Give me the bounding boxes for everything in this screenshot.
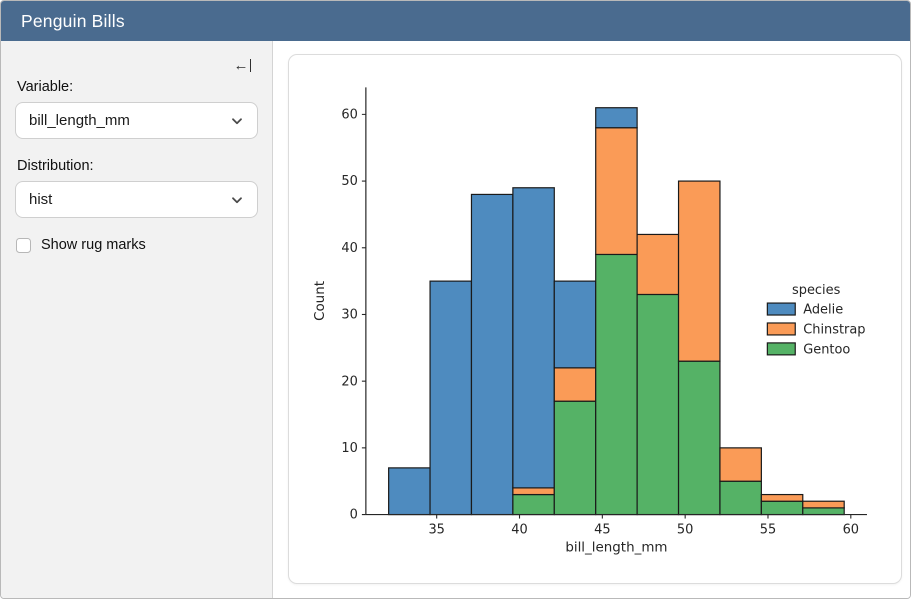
sidebar: ← Variable: bill_length_mm Distribution:… [1, 41, 273, 598]
variable-select[interactable]: bill_length_mm [15, 102, 258, 139]
bar-segment-chinstrap-bin-4 [553, 367, 597, 402]
bar-segment-chinstrap-bin-8 [719, 447, 762, 482]
distribution-select[interactable]: hist [15, 181, 258, 218]
y-tick-label: 10 [341, 441, 357, 456]
bar-segment-gentoo-bin-4 [553, 400, 597, 516]
legend-swatch-adelie [766, 302, 796, 316]
bar-segment-adelie-bin-4 [553, 280, 597, 369]
histogram-chart: 0 10 20 30 40 50 60 35 40 45 50 55 60 bill_length_mm C… [313, 87, 867, 555]
bar-segment-chinstrap-bin-9 [760, 493, 804, 502]
x-tick-label: 50 [677, 522, 693, 537]
bar-segment-adelie-bin-5 [595, 107, 638, 129]
rug-checkbox-label: Show rug marks [41, 237, 146, 253]
sidebar-collapse-button[interactable]: ← [233, 53, 253, 77]
legend-label-adelie: Adelie [803, 303, 843, 318]
bar-segment-adelie-bin-3 [512, 187, 555, 489]
y-tick-label: 50 [341, 174, 357, 189]
bar-segment-chinstrap-bin-7 [677, 180, 721, 362]
x-axis-label: bill_length_mm [565, 540, 667, 555]
y-tick-label: 0 [350, 508, 358, 523]
x-tick-label: 55 [760, 522, 776, 537]
chevron-down-icon [229, 113, 245, 129]
bar-segment-chinstrap-bin-6 [636, 233, 680, 296]
legend-swatch-chinstrap [766, 322, 796, 336]
x-tick-label: 45 [594, 522, 610, 537]
bar-segment-adelie-bin-0 [388, 467, 431, 516]
bar-segment-gentoo-bin-5 [595, 253, 638, 516]
collapse-arrow-icon: ← [233, 56, 249, 74]
bar-segment-gentoo-bin-10 [802, 507, 845, 516]
x-tick-label: 40 [511, 522, 527, 537]
distribution-label: Distribution: [17, 158, 94, 174]
y-tick-label: 30 [341, 308, 357, 323]
bar-segment-gentoo-bin-3 [512, 493, 555, 516]
main-panel: 0 10 20 30 40 50 60 35 40 45 50 55 60 bill_length_mm C… [273, 41, 910, 598]
header-bar: Penguin Bills [1, 1, 910, 41]
bar-segment-chinstrap-bin-3 [512, 487, 555, 496]
x-tick-label: 35 [428, 522, 444, 537]
bar-segment-chinstrap-bin-10 [802, 500, 845, 509]
legend-label-chinstrap: Chinstrap [803, 322, 865, 337]
variable-select-value: bill_length_mm [29, 112, 130, 129]
bar-segment-gentoo-bin-7 [677, 360, 721, 516]
bar-segment-gentoo-bin-8 [719, 480, 762, 516]
legend-label-gentoo: Gentoo [803, 342, 850, 357]
page-title: Penguin Bills [21, 10, 125, 31]
rug-checkbox[interactable] [16, 237, 31, 253]
distribution-select-value: hist [29, 191, 53, 208]
y-tick-label: 60 [341, 108, 357, 123]
bar-segment-chinstrap-bin-5 [595, 127, 638, 256]
variable-label: Variable: [17, 79, 74, 95]
plot-card: 0 10 20 30 40 50 60 35 40 45 50 55 60 bill_length_mm C… [288, 54, 902, 584]
bar-segment-adelie-bin-1 [429, 280, 473, 516]
x-tick-label: 60 [843, 522, 859, 537]
y-axis-label: Count [313, 281, 328, 321]
legend-swatch-gentoo [766, 342, 796, 356]
y-tick-label: 40 [341, 241, 357, 256]
legend-title: species [792, 283, 841, 298]
collapse-bar-icon [249, 58, 251, 72]
bar-segment-gentoo-bin-9 [760, 500, 804, 516]
bar-segment-adelie-bin-2 [470, 193, 514, 516]
y-tick-label: 20 [341, 374, 357, 389]
bar-segment-gentoo-bin-6 [636, 293, 680, 516]
chevron-down-icon [229, 192, 245, 208]
